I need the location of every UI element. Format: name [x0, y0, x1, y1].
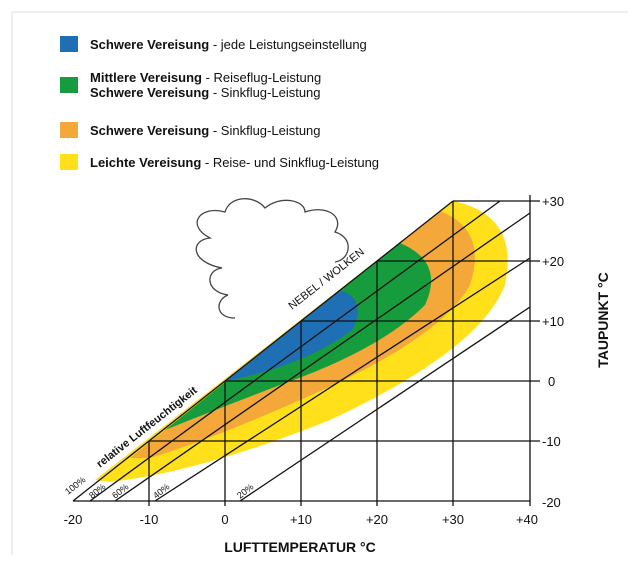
- y-axis-title: TAUPUNKT °C: [595, 272, 611, 368]
- cloud: [196, 199, 348, 318]
- legend-swatch: [60, 154, 78, 170]
- x-axis-title: LUFTTEMPERATUR °C: [224, 539, 376, 555]
- y-tick-label: +20: [542, 254, 564, 269]
- diagram: Schwere Vereisung - jede Leistungseinste…: [0, 0, 641, 563]
- y-tick-label: 0: [548, 374, 555, 389]
- legend-entry: Leichte Vereisung - Reise- und Sinkflug-…: [90, 155, 379, 170]
- x-tick-label: -10: [140, 512, 159, 527]
- y-tick-label: +30: [542, 194, 564, 209]
- legend-entry: Schwere Vereisung - jede Leistungseinste…: [90, 37, 367, 52]
- legend-entry: Mittlere Vereisung - Reiseflug-Leistung: [90, 70, 321, 85]
- legend-swatch: [60, 36, 78, 52]
- legend-entry: Schwere Vereisung - Sinkflug-Leistung: [90, 123, 321, 138]
- x-ticks: -20 -10 0 +10 +20 +30 +40: [64, 512, 538, 527]
- percent-label: 80%: [87, 482, 107, 501]
- legend-entry: Schwere Vereisung - Sinkflug-Leistung: [90, 85, 321, 100]
- x-tick-label: +20: [366, 512, 388, 527]
- x-tick-label: +40: [516, 512, 538, 527]
- x-tick-label: 0: [221, 512, 228, 527]
- y-tick-label: +10: [542, 314, 564, 329]
- y-tick-label: -10: [542, 434, 561, 449]
- x-tick-label: -20: [64, 512, 83, 527]
- percent-label: 40%: [151, 482, 171, 501]
- x-tick-label: +10: [290, 512, 312, 527]
- legend-swatch: [60, 77, 78, 93]
- y-ticks: +30 +20 +10 0 -10 -20: [542, 194, 564, 510]
- y-tick-label: -20: [542, 495, 561, 510]
- legend-swatch: [60, 122, 78, 138]
- x-tick-label: +30: [442, 512, 464, 527]
